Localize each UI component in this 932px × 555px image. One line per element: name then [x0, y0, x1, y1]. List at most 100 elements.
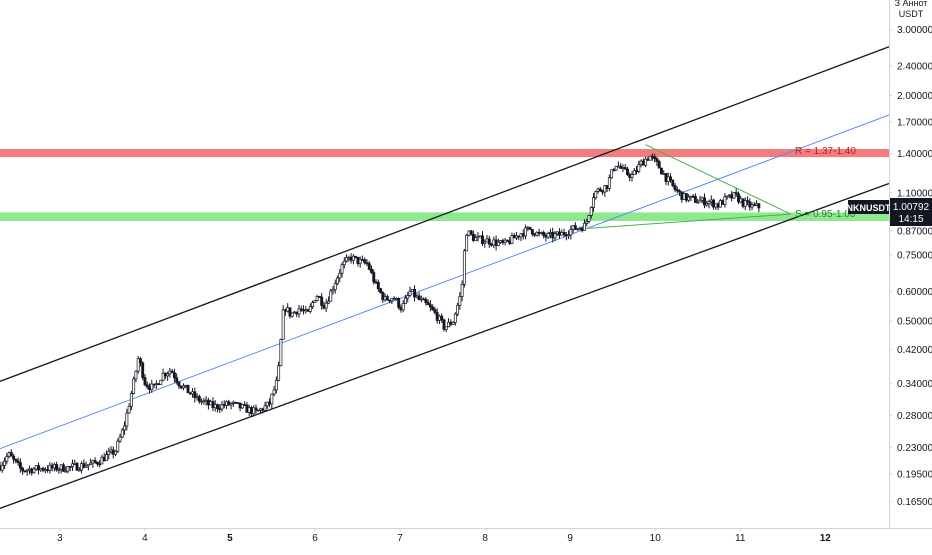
candle-body [216, 405, 218, 409]
candle-body [504, 240, 506, 243]
candle-body [660, 168, 662, 174]
candle-body [325, 303, 327, 308]
candle-body [690, 196, 692, 197]
candle-body [291, 313, 293, 316]
candle-body [85, 466, 87, 467]
candle-body [735, 193, 737, 194]
candle-body [239, 403, 241, 408]
resistance-zone[interactable] [0, 149, 889, 157]
candle-body [151, 384, 153, 390]
candle-body [654, 157, 656, 159]
candle-body [230, 403, 232, 404]
candle-body [33, 469, 35, 473]
candle-body [359, 260, 361, 264]
candle-body [642, 161, 644, 165]
candle-body [24, 471, 26, 472]
candle-body [624, 168, 626, 169]
candle-body [112, 450, 114, 454]
candle-body [135, 371, 137, 379]
candle-body [536, 232, 538, 235]
candle-body [699, 200, 701, 202]
candle-body [443, 320, 445, 329]
scale-mode-label[interactable]: З Аннот [895, 0, 928, 8]
candle-body [314, 301, 316, 303]
zone-layer [0, 149, 889, 221]
price-axis[interactable]: 3.000002.400002.000001.700001.400001.100… [889, 25, 932, 508]
candle-body [6, 457, 8, 462]
candle-body [74, 463, 76, 464]
candle-body [187, 385, 189, 392]
candle-body [635, 171, 637, 172]
candle-body [241, 405, 243, 408]
candle-body [237, 403, 239, 404]
candle-body [293, 312, 295, 313]
candle-body [669, 177, 671, 180]
candle-body [479, 236, 481, 237]
candle-body [404, 298, 406, 303]
candles-layer [0, 153, 760, 475]
candle-body [583, 223, 585, 230]
candle-body [393, 298, 395, 299]
candle-body [710, 200, 712, 202]
candle-body [592, 198, 594, 208]
candle-body [570, 230, 572, 235]
candle-body [83, 464, 85, 468]
candle-body [10, 453, 12, 457]
candle-body [28, 469, 30, 470]
candle-body [678, 191, 680, 192]
candle-body [90, 463, 92, 465]
candle-body [3, 461, 5, 465]
candle-body [563, 232, 565, 234]
candle-body [558, 232, 560, 235]
candle-body [332, 290, 334, 291]
candle-body [493, 240, 495, 245]
candle-body [44, 470, 46, 471]
candle-body [567, 235, 569, 236]
candle-body [271, 394, 273, 404]
header-labels[interactable]: З Аннот USDT [895, 0, 928, 19]
candle-body [169, 371, 171, 374]
candle-body [182, 386, 184, 388]
candle-body [701, 198, 703, 200]
candle-body [606, 185, 608, 188]
channel-lower-line[interactable] [0, 183, 889, 508]
candle-body [268, 402, 270, 404]
y-tick-label: 0.75000 [897, 251, 932, 262]
candle-body [547, 234, 549, 238]
channel-midline[interactable] [0, 115, 889, 449]
candle-body [556, 232, 558, 234]
candle-body [658, 161, 660, 168]
trendline-layer [0, 47, 889, 509]
candle-body [289, 308, 291, 316]
candle-body [579, 228, 581, 229]
candle-body [108, 452, 110, 455]
candle-body [681, 192, 683, 200]
candle-body [724, 197, 726, 205]
candle-body [62, 465, 64, 471]
candle-body [461, 284, 463, 296]
candle-body [694, 197, 696, 203]
candle-body [622, 168, 624, 169]
candle-body [452, 322, 454, 324]
candle-body [96, 462, 98, 463]
candle-body [128, 406, 130, 413]
x-tick-label: 11 [735, 533, 746, 544]
candle-body [42, 468, 44, 470]
candle-body [139, 359, 141, 363]
candle-body [321, 297, 323, 305]
candle-body [40, 468, 42, 470]
candle-body [620, 166, 622, 168]
candle-body [425, 299, 427, 302]
candle-body [617, 166, 619, 167]
x-tick-label: 10 [650, 533, 662, 544]
candle-body [92, 461, 94, 463]
candle-body [167, 374, 169, 376]
candle-body [529, 227, 531, 229]
candle-body [672, 180, 674, 186]
candle-body [427, 303, 429, 305]
candle-body [667, 177, 669, 182]
x-tick-label: 9 [567, 533, 573, 544]
